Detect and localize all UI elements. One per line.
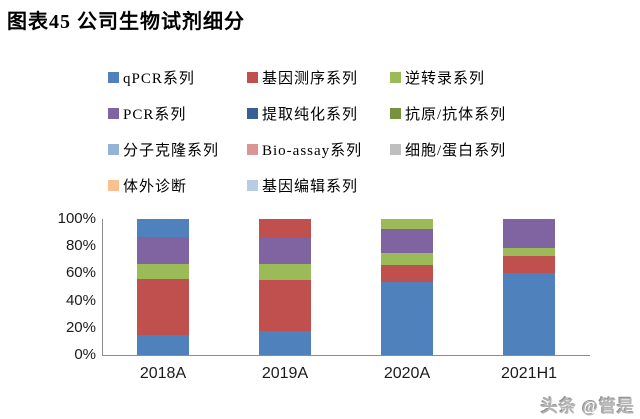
bar-segment [137,334,189,355]
x-tick-label: 2021H1 [500,365,558,382]
legend-label: 细胞/蛋白系列 [405,142,507,159]
bar-segment [259,280,311,331]
legend-swatch-icon [247,107,258,119]
legend-item: 分子克隆系列 [108,138,247,160]
legend-item: 提取纯化系列 [247,102,390,124]
legend-item: PCR系列 [108,102,247,124]
legend-label: 体外诊断 [123,178,188,195]
legend-item: 基因测序系列 [247,66,390,88]
legend-item: 体外诊断 [108,174,247,196]
bar-segment [259,263,311,281]
legend-label: 基因编辑系列 [262,178,359,195]
bar-segment [137,263,189,279]
legend-swatch-icon [390,143,401,155]
bar-segment [137,236,189,264]
legend-swatch-icon [108,179,119,191]
legend-item: 细胞/蛋白系列 [390,138,548,160]
legend-item: 逆转录系列 [390,66,548,88]
y-tick-label: 100% [57,210,96,227]
legend-swatch-icon [108,71,119,83]
legend-label: 逆转录系列 [405,70,486,87]
legend-swatch-icon [247,143,258,155]
legend-swatch-icon [247,179,258,191]
bar-segment [503,273,555,355]
legend-swatch-icon [247,71,258,83]
y-tick-label: 80% [65,237,96,255]
legend-label: 分子克隆系列 [123,142,220,159]
legend-item: 基因编辑系列 [247,174,390,196]
legend-label: 提取纯化系列 [262,106,359,123]
y-tick-label: 20% [65,318,96,336]
x-tick-label: 2018A [139,365,187,382]
legend-swatch-icon [108,107,119,119]
bar-segment [259,330,311,355]
bar-segment [259,238,311,264]
y-axis-line [102,219,103,356]
bar-segment [137,278,189,335]
x-tick-label: 2020A [383,365,431,382]
legend-item: Bio-assay系列 [247,138,390,160]
y-tick-label: 40% [65,291,96,309]
legend-label: Bio-assay系列 [262,142,363,159]
bar-segment [137,219,189,237]
bar-segment [503,255,555,274]
legend-label: PCR系列 [123,106,187,123]
bar-segment [381,265,433,282]
y-tick-label: 0% [74,346,96,363]
x-axis-line [102,355,590,356]
legend: qPCR系列 基因测序系列 逆转录系列 PCR系列 提取纯化系列 抗原/抗体系列分子克隆系… [108,66,548,196]
legend-item: 抗原/抗体系列 [390,102,548,124]
bar-segment [259,219,311,239]
watermark: 头条 @管是 [540,397,635,416]
bar-segment [381,253,433,266]
bar-segment [503,219,555,248]
legend-label: 基因测序系列 [262,70,359,87]
legend-swatch-icon [390,71,401,83]
bar-segment [503,247,555,256]
legend-swatch-icon [108,143,119,155]
y-tick-label: 60% [65,264,96,282]
bar-segment [381,228,433,253]
legend-label: qPCR系列 [123,70,195,87]
bar-segment [381,219,433,229]
legend-swatch-icon [390,107,401,119]
x-tick-label: 2019A [261,365,309,382]
bar-segment [381,281,433,355]
legend-item: qPCR系列 [108,66,247,88]
legend-label: 抗原/抗体系列 [405,106,507,123]
page-title: 图表45 公司生物试剂细分 [7,11,245,33]
